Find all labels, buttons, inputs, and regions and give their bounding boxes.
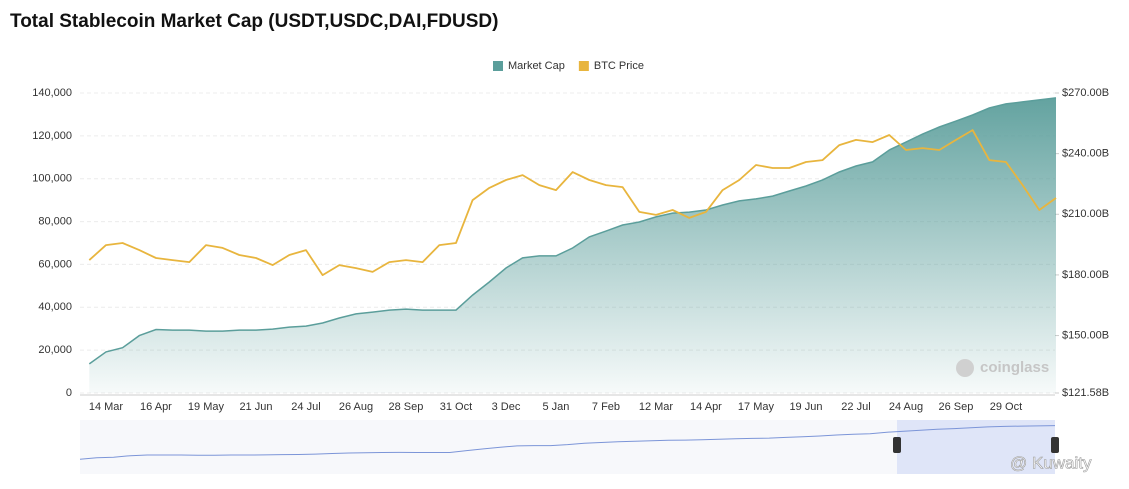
area-line <box>88 97 1057 365</box>
y2-tick-label: $121.58B <box>1062 387 1109 399</box>
x-tick-label: 31 Oct <box>440 401 472 413</box>
x-tick-label: 24 Aug <box>889 401 923 413</box>
y-tick-label: 140,000 <box>32 87 72 99</box>
watermark: coinglass <box>980 359 1049 376</box>
x-tick-label: 14 Mar <box>89 401 124 413</box>
x-tick-label: 12 Mar <box>639 401 674 413</box>
area <box>89 97 1057 394</box>
x-tick-label: 5 Jan <box>543 401 570 413</box>
y-tick-label: 80,000 <box>38 215 72 227</box>
legend-label[interactable]: BTC Price <box>594 60 644 72</box>
y2-tick-label: $240.00B <box>1062 148 1109 160</box>
y-tick-label: 100,000 <box>32 173 72 185</box>
y2-tick-label: $150.00B <box>1062 329 1109 341</box>
x-tick-label: 17 May <box>738 401 775 413</box>
x-tick-label: 19 May <box>188 401 225 413</box>
y-tick-label: 120,000 <box>32 130 72 142</box>
watermark-icon <box>956 359 974 377</box>
y-tick-label: 0 <box>66 387 72 399</box>
x-tick-label: 24 Jul <box>291 401 320 413</box>
y2-tick-label: $180.00B <box>1062 269 1109 281</box>
y-tick-label: 60,000 <box>38 258 72 270</box>
legend-swatch <box>578 61 589 71</box>
legend-swatch <box>493 61 503 71</box>
x-tick-label: 28 Sep <box>389 401 424 413</box>
x-tick-label: 7 Feb <box>592 401 620 413</box>
y2-tick-label: $270.00B <box>1062 87 1109 99</box>
navigator-handle[interactable] <box>1051 437 1059 453</box>
x-tick-label: 19 Jun <box>789 401 822 413</box>
x-tick-label: 16 Apr <box>140 401 172 413</box>
x-tick-label: 3 Dec <box>492 401 521 413</box>
navigator-handle[interactable] <box>893 437 901 453</box>
x-tick-label: 29 Oct <box>990 401 1022 413</box>
y-tick-label: 20,000 <box>38 344 72 356</box>
x-tick-label: 22 Jul <box>841 401 870 413</box>
line <box>88 129 1057 276</box>
navigator-selection[interactable] <box>897 420 1055 474</box>
x-tick-label: 14 Apr <box>690 401 722 413</box>
x-tick-label: 26 Sep <box>939 401 974 413</box>
x-tick-label: 26 Aug <box>339 401 373 413</box>
y-tick-label: 40,000 <box>38 301 72 313</box>
y2-tick-label: $210.00B <box>1062 208 1109 220</box>
chart-title: Total Stablecoin Market Cap (USDT,USDC,D… <box>10 11 498 32</box>
credit: @ Kuwaity <box>1010 453 1092 472</box>
navigator-line <box>79 425 1056 460</box>
x-tick-label: 21 Jun <box>239 401 272 413</box>
navigator[interactable] <box>80 420 1055 474</box>
legend-label[interactable]: Market Cap <box>508 60 565 72</box>
